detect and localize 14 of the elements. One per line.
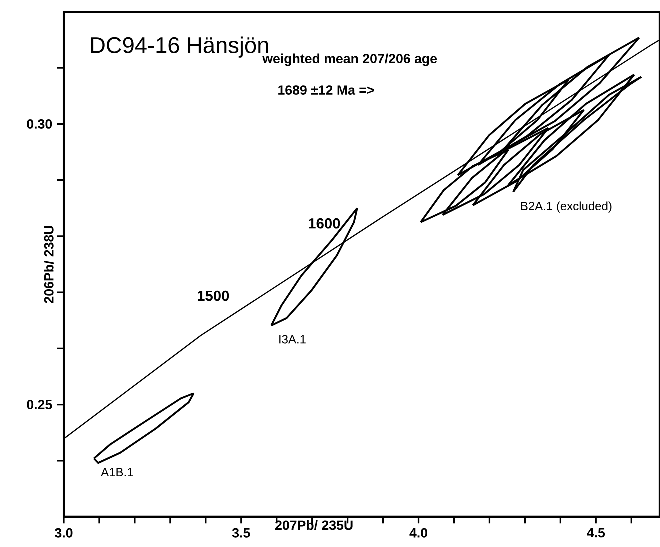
- x-tick-label: 4.5: [587, 528, 606, 538]
- series-label: I3A.1: [280, 335, 306, 344]
- y-tick-label: 0.25: [27, 400, 52, 410]
- series-label: A1B.1: [101, 468, 134, 476]
- annotation: 1600: [309, 218, 340, 229]
- x-axis-title: 207Pb/ 235U: [275, 520, 353, 530]
- annotation: 1500: [198, 290, 230, 302]
- y-axis-title: 206Pb/ 238U: [44, 226, 54, 304]
- series-label: B2A.1 (excluded): [521, 202, 612, 213]
- annotation: 1689 ±12 Ma =>: [278, 86, 374, 95]
- y-tick-label: 0.30: [27, 120, 52, 129]
- x-tick-label: 4.0: [410, 528, 428, 538]
- x-tick-label: 3.0: [55, 528, 73, 538]
- x-tick-label: 3.5: [232, 528, 250, 538]
